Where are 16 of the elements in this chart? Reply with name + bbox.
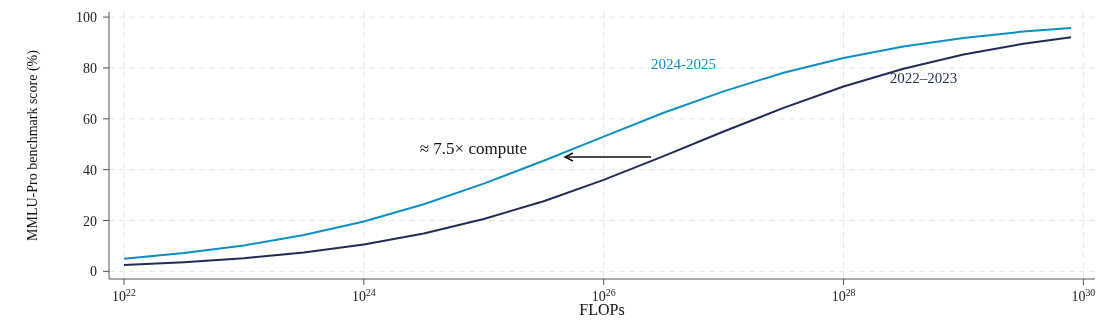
y-tick-label: 40 xyxy=(83,162,97,178)
series-label: 2022–2023 xyxy=(889,69,958,86)
series-label: 2024-2025 xyxy=(651,56,717,73)
x-axis-title: FLOPs xyxy=(579,301,625,318)
x-tick-label: 10$^{24}$ xyxy=(351,286,376,304)
y-tick-label: 60 xyxy=(83,111,97,127)
x-tick-label: 10$^{30}$ xyxy=(1071,286,1096,304)
y-tick-label: 100 xyxy=(76,10,97,26)
y-tick-label: 80 xyxy=(83,60,97,76)
x-tick-label: 10$^{26}$ xyxy=(591,286,616,304)
y-tick-label: 0 xyxy=(90,264,97,280)
x-tick-label: 10$^{22}$ xyxy=(112,286,136,304)
annotation: ≈ 7.5× compute xyxy=(419,139,527,158)
x-tick-label: 10$^{28}$ xyxy=(831,286,856,304)
y-axis-title: MMLU-Pro benchmark score (%) xyxy=(24,49,41,241)
y-tick-label: 20 xyxy=(83,213,97,229)
